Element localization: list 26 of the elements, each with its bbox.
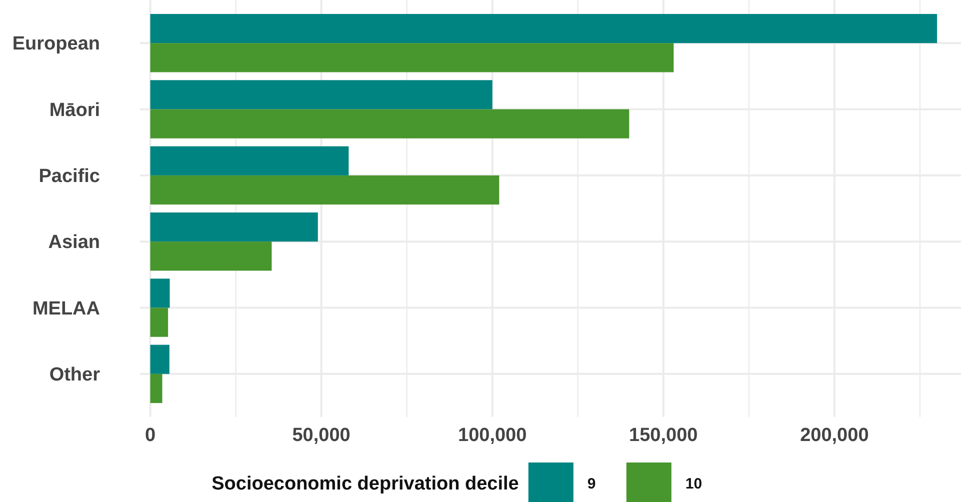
bar	[150, 109, 630, 138]
bar	[150, 374, 162, 404]
bar	[150, 175, 500, 205]
bar	[150, 308, 168, 337]
bar	[150, 278, 170, 308]
y-tick-label: Māori	[49, 100, 100, 121]
y-tick-label: Other	[49, 364, 101, 386]
y-tick-label: MELAA	[32, 298, 100, 320]
bar	[150, 212, 318, 242]
text: 9	[587, 475, 596, 492]
bar	[150, 43, 674, 72]
x-tick-label: 50,000	[292, 425, 350, 446]
bar	[150, 14, 938, 44]
x-tick-label: 200,000	[800, 425, 869, 446]
x-tick-label: 150,000	[629, 425, 698, 446]
text: 10	[685, 475, 702, 492]
bar	[150, 344, 170, 374]
bar	[150, 242, 272, 271]
x-tick-label: 100,000	[458, 425, 527, 446]
y-tick-label: Pacific	[38, 166, 100, 188]
bar	[150, 80, 492, 110]
bar	[150, 146, 349, 176]
legend-title: Socioeconomic deprivation decile	[212, 474, 519, 495]
x-tick-label: 0	[144, 425, 156, 446]
y-tick-label: European	[12, 34, 100, 55]
y-tick-label: Asian	[48, 232, 100, 254]
